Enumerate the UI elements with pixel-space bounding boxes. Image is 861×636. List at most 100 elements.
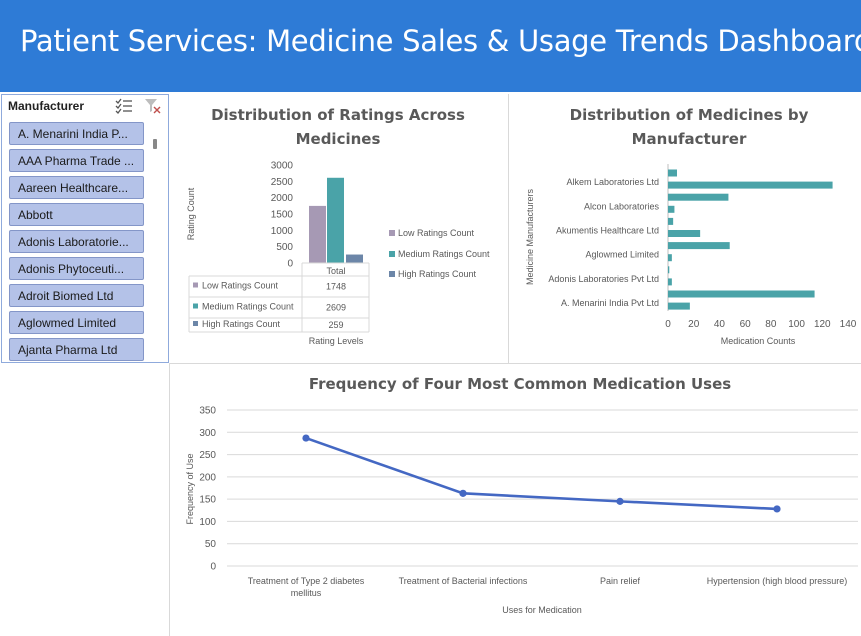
slicer-scrollbar[interactable] [153,139,157,149]
ratings-table-value: 259 [328,320,343,330]
ratings-bar [309,205,326,263]
uses-chart: Frequency of Four Most Common Medication… [185,375,858,615]
ratings-legend-label: High Ratings Count [398,269,477,279]
dashboard-title: Patient Services: Medicine Sales & Usage… [20,24,861,58]
manufacturer-x-tick: 60 [740,319,752,330]
multi-select-icon[interactable] [115,98,133,114]
uses-y-tick: 200 [199,472,216,483]
manufacturer-bar [668,217,674,225]
ratings-chart-title-line1: Distribution of Ratings Across [211,106,465,124]
slicer-item-list: A. Menarini India P... AAA Pharma Trade .… [9,122,144,362]
uses-y-tick: 50 [205,539,217,550]
manufacturer-x-tick: 120 [814,319,831,330]
ratings-chart: Distribution of Ratings Across Medicines… [186,106,490,346]
ratings-y-tick: 2500 [271,177,294,188]
uses-series-line [305,436,778,511]
ratings-bar [346,254,363,263]
uses-x-tick-label: Treatment of Type 2 diabetes [248,576,365,586]
manufacturer-x-tick: 0 [665,319,671,330]
uses-point [302,434,310,442]
uses-y-tick: 350 [199,406,216,417]
manufacturer-x-tick: 80 [765,319,777,330]
ratings-table-row-label: Medium Ratings Count [202,302,294,312]
manufacturer-y-axis-label: Medicine Manufacturers [525,188,535,285]
slicer-item[interactable]: Abbott [9,203,144,226]
slicer-item[interactable]: Adroit Biomed Ltd [9,284,144,307]
manufacturer-x-tick: 20 [688,319,700,330]
uses-x-tick-label: Treatment of Bacterial infections [399,576,528,586]
ratings-legend-label: Medium Ratings Count [398,249,490,259]
manufacturer-y-label: Akumentis Healthcare Ltd [556,226,659,236]
ratings-table-row-label: Low Ratings Count [202,281,279,291]
ratings-table-value: 1748 [326,282,346,292]
manufacturer-bar [668,254,672,262]
ratings-x-axis-label: Rating Levels [309,336,364,346]
ratings-legend-key [389,271,395,277]
uses-x-tick-label: Pain relief [600,576,641,586]
manufacturer-bar [668,278,672,286]
manufacturer-x-tick: 140 [840,319,857,330]
uses-x-tick-label: mellitus [291,588,322,598]
panel-divider-vertical [508,94,509,363]
manufacturer-chart-title-line2: Manufacturer [632,130,747,148]
uses-y-tick: 250 [199,450,216,461]
ratings-table-value: 2609 [326,303,346,313]
manufacturer-x-tick: 100 [788,319,805,330]
uses-point [459,489,467,497]
manufacturer-x-axis-label: Medication Counts [721,336,796,346]
slicer-item[interactable]: AAA Pharma Trade ... [9,149,144,172]
panel-divider-horizontal [170,363,861,364]
ratings-y-axis-label: Rating Count [186,187,196,240]
uses-point [616,497,624,505]
ratings-legend-key [389,230,395,236]
slicer-item[interactable]: Adonis Laboratorie... [9,230,144,253]
manufacturer-chart: Distribution of Medicines by Manufacture… [525,106,857,346]
ratings-y-tick: 1000 [271,226,294,237]
ratings-y-tick: 3000 [271,161,294,172]
uses-y-tick: 100 [199,517,216,528]
manufacturer-bar [668,205,675,213]
dashboard-banner: Patient Services: Medicine Sales & Usage… [0,0,861,92]
uses-y-tick: 300 [199,428,216,439]
ratings-y-tick: 500 [276,242,293,253]
uses-x-tick-label: Hypertension (high blood pressure) [707,576,848,586]
ratings-legend-key [389,251,395,257]
manufacturer-bar [668,230,701,237]
ratings-y-tick: 2000 [271,193,294,204]
manufacturer-bar [668,302,690,310]
ratings-legend-label: Low Ratings Count [398,228,475,238]
uses-y-tick: 0 [210,562,216,573]
ratings-table-header: Total [326,266,345,276]
ratings-table-key [193,303,198,309]
manufacturer-bar [668,242,730,250]
manufacturer-y-label: Adonis Laboratories Pvt Ltd [548,274,659,284]
panel-divider-left [169,363,170,636]
slicer-item[interactable]: Aglowmed Limited [9,311,144,334]
manufacturer-x-tick: 40 [714,319,726,330]
slicer-item[interactable]: Ajanta Pharma Ltd [9,338,144,361]
ratings-y-tick: 0 [287,259,293,270]
slicer-item[interactable]: Aareen Healthcare... [9,176,144,199]
manufacturer-bar [668,193,729,201]
ratings-chart-title-line2: Medicines [296,130,381,148]
manufacturer-slicer[interactable]: Manufacturer A. Menarini India P... AAA P… [1,94,169,363]
ratings-bar [327,177,344,263]
manufacturer-bar [668,169,677,177]
manufacturer-y-label: A. Menarini India Pvt Ltd [561,298,659,308]
ratings-table-key [193,282,198,288]
uses-y-axis-label: Frequency of Use [185,453,195,524]
ratings-y-tick: 1500 [271,210,294,221]
manufacturer-y-label: Alcon Laboratories [584,201,660,211]
ratings-table-key [193,321,198,326]
slicer-item[interactable]: A. Menarini India P... [9,122,144,145]
manufacturer-y-label: Aglowmed Limited [585,250,659,260]
slicer-item[interactable]: Adonis Phytoceuti... [9,257,144,280]
manufacturer-bar [668,290,815,298]
manufacturer-chart-title-line1: Distribution of Medicines by [570,106,809,124]
slicer-header: Manufacturer [8,99,85,113]
manufacturer-bar [668,181,833,189]
clear-filter-icon[interactable] [144,98,162,114]
uses-point [773,505,781,513]
uses-chart-title: Frequency of Four Most Common Medication… [309,375,731,393]
manufacturer-y-label: Alkem Laboratories Ltd [566,177,659,187]
